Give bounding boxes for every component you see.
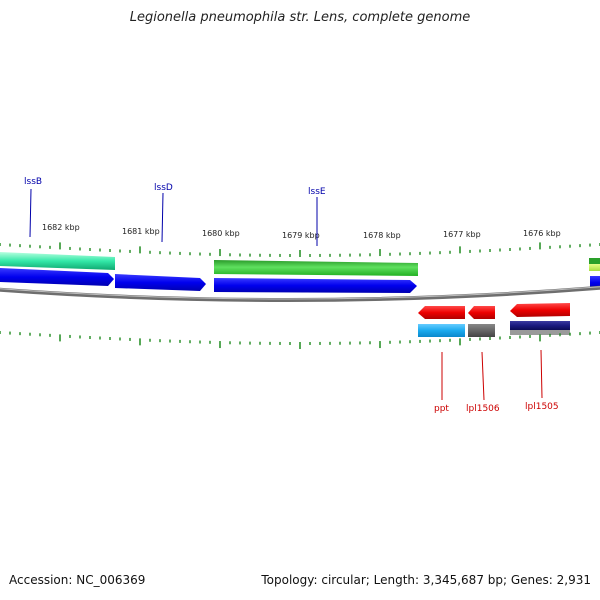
forward-outer-track	[0, 252, 600, 276]
rna-labels: ppt lpl1506 lpl1505	[434, 402, 559, 414]
kbp-1678: 1678 kbp	[363, 231, 401, 240]
rna-leader-lines	[441, 349, 543, 401]
gene-arrow-red-ppt	[418, 306, 465, 319]
gene-arrow-blue-4	[590, 276, 600, 289]
gene-arrow-blue-2	[115, 274, 206, 291]
leader-lpl1505	[540, 349, 543, 399]
gene-arrow-blue-3	[214, 278, 417, 293]
kbp-1676: 1676 kbp	[523, 229, 561, 238]
gene-label-lssD: lssD	[154, 183, 173, 193]
gene-leader-lines	[29, 188, 318, 246]
kbp-scale-labels: 1682 kbp 1681 kbp 1680 kbp 1679 kbp 1678…	[42, 223, 561, 240]
leader-lssB	[29, 188, 32, 238]
inner-tick-ring	[0, 331, 600, 349]
genome-stats-text: Topology: circular; Length: 3,345,687 bp…	[261, 573, 591, 587]
gene-arrow-red-lpl1506	[468, 306, 495, 319]
accession-text: Accession: NC_006369	[9, 573, 146, 587]
reverse-inner-track	[418, 303, 570, 319]
gene-arrow-red-lpl1505	[510, 303, 570, 317]
outer-tick-ring	[0, 242, 600, 257]
kbp-1677: 1677 kbp	[443, 230, 481, 239]
gene-block-edge-lime	[589, 264, 600, 271]
gene-arrow-blue-1	[0, 268, 114, 286]
leader-lpl1506	[481, 351, 485, 401]
gene-label-lssE: lssE	[308, 187, 326, 197]
gene-label-lpl1506: lpl1506	[466, 404, 500, 414]
kbp-1680: 1680 kbp	[202, 229, 240, 238]
reverse-outer-track	[418, 321, 570, 337]
forward-inner-track	[0, 268, 600, 293]
gene-block-mint	[0, 252, 115, 270]
gene-block-grey-small	[510, 330, 570, 335]
gene-label-ppt: ppt	[434, 404, 449, 414]
gene-block-navy	[510, 321, 570, 330]
kbp-1681: 1681 kbp	[122, 227, 160, 236]
kbp-1682: 1682 kbp	[42, 223, 80, 232]
gene-block-grey	[468, 324, 495, 337]
kbp-1679: 1679 kbp	[282, 231, 320, 240]
genome-backbone	[0, 285, 600, 303]
gene-label-lpl1505: lpl1505	[525, 402, 559, 412]
gene-block-cyan	[418, 324, 465, 337]
map-title: Legionella pneumophila str. Lens, comple…	[129, 10, 471, 25]
gene-label-lssB: lssB	[24, 177, 42, 187]
leader-lssD	[161, 192, 164, 243]
gene-labels: lssB lssD lssE	[24, 177, 326, 197]
gene-block-lssE-green	[214, 260, 418, 276]
genome-backbone-highlight	[0, 286, 600, 300]
gene-block-edge-green	[589, 258, 600, 264]
